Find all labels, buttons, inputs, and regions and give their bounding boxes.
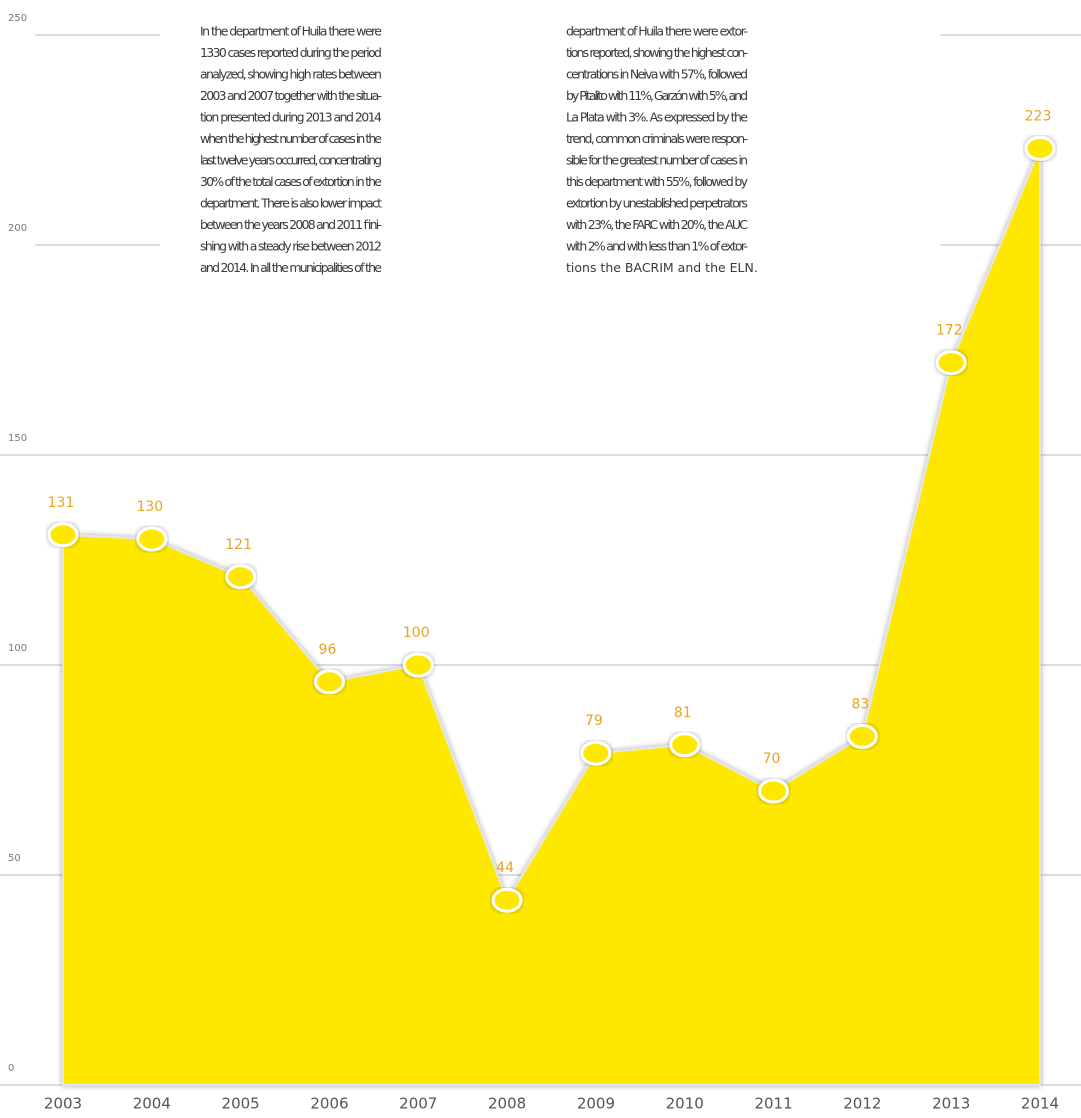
y-tick-label: 150 xyxy=(8,433,27,444)
y-tick-label: 50 xyxy=(8,853,21,864)
point xyxy=(580,740,612,766)
point xyxy=(758,778,790,804)
x-tick-label: 2013 xyxy=(932,1095,970,1113)
point xyxy=(47,522,79,548)
x-tick-label: 2004 xyxy=(133,1095,171,1113)
paragraph-line: 30% of the total cases of extortion in t… xyxy=(200,174,382,189)
value-label: 70 xyxy=(763,751,781,767)
paragraph-line: shing with a steady rise between 2012 xyxy=(200,239,382,254)
paragraph-line: department of Huila there were extor- xyxy=(566,24,748,39)
point xyxy=(935,350,967,376)
paragraph-line: trend, common criminals were respon- xyxy=(566,131,748,146)
point xyxy=(846,723,878,749)
x-tick-label: 2009 xyxy=(577,1095,615,1113)
paragraph-line: tions the BACRIM and the ELN. xyxy=(566,260,758,275)
paragraph-line: between the years 2008 and 2011 fini- xyxy=(200,217,382,232)
paragraph-line: La Plata with 3%. As expressed by the xyxy=(566,110,748,125)
paragraph-line: sible for the greatest number of cases i… xyxy=(566,153,748,168)
paragraph-line: centrations in Neiva with 57%, followed xyxy=(566,67,748,82)
x-tick-label: 2006 xyxy=(310,1095,348,1113)
point xyxy=(402,652,434,678)
point xyxy=(313,669,345,695)
x-tick-label: 2008 xyxy=(488,1095,526,1113)
point xyxy=(491,887,523,913)
x-tick-label: 2014 xyxy=(1021,1095,1059,1113)
paragraph-line: 1330 cases reported during the period xyxy=(200,45,382,60)
paragraph-line: with 23%, the FARC with 20%, the AUC xyxy=(566,217,748,232)
area-layer xyxy=(62,148,1041,1086)
value-label: 130 xyxy=(136,499,163,515)
paragraph-line: this department with 55%, followed by xyxy=(566,174,749,189)
paragraph-line: and 2014. In all the municipalities of t… xyxy=(200,260,382,275)
y-tick-label: 0 xyxy=(8,1063,14,1074)
value-label: 44 xyxy=(496,860,514,876)
paragraph-line: with 2% and with less than 1% of extor- xyxy=(566,239,748,254)
value-label: 83 xyxy=(851,696,869,712)
value-label: 96 xyxy=(319,642,337,658)
paragraph-line: extortion by unestablished perpetrators xyxy=(566,196,748,211)
point xyxy=(1024,135,1056,161)
area xyxy=(62,148,1041,1086)
paragraph-line: In the department of Huila there were xyxy=(200,24,382,39)
paragraph-line: last twelve years occurred, concentratin… xyxy=(200,153,382,168)
value-label: 131 xyxy=(48,495,75,511)
foreground: 131 2003 130 2004 121 2005 96 2006 100 2007 44 2008… xyxy=(44,24,1059,1113)
x-tick-label: 2007 xyxy=(399,1095,437,1113)
y-tick-label: 200 xyxy=(8,223,27,234)
value-label: 121 xyxy=(225,537,252,553)
value-label: 81 xyxy=(674,705,692,721)
value-label: 172 xyxy=(936,323,963,339)
paragraph-line: tion presented during 2013 and 2014 xyxy=(200,110,382,125)
value-label: 100 xyxy=(403,625,430,641)
x-tick-label: 2003 xyxy=(44,1095,82,1113)
paragraph-line: department. There is also lower impact xyxy=(200,196,382,211)
x-tick-label: 2010 xyxy=(666,1095,704,1113)
x-tick-label: 2005 xyxy=(222,1095,260,1113)
x-tick-label: 2012 xyxy=(843,1095,881,1113)
paragraph-line: by Pitalito with 11%, Garzón with 5%, an… xyxy=(566,88,748,103)
y-tick-label: 100 xyxy=(8,643,27,654)
x-tick-label: 2011 xyxy=(754,1095,792,1113)
point xyxy=(136,526,168,552)
paragraph-line: tions reported, showing the highest con- xyxy=(566,45,748,60)
point xyxy=(669,732,701,758)
paragraph-line: 2003 and 2007 together with the situa- xyxy=(200,88,382,103)
paragraph-line: when the highest number of cases in the xyxy=(200,131,382,146)
paragraph-line: analyzed, showing high rates between xyxy=(200,67,382,82)
value-label: 223 xyxy=(1025,108,1052,124)
point xyxy=(225,564,257,590)
y-tick-label: 250 xyxy=(8,13,27,24)
value-label: 79 xyxy=(585,713,603,729)
